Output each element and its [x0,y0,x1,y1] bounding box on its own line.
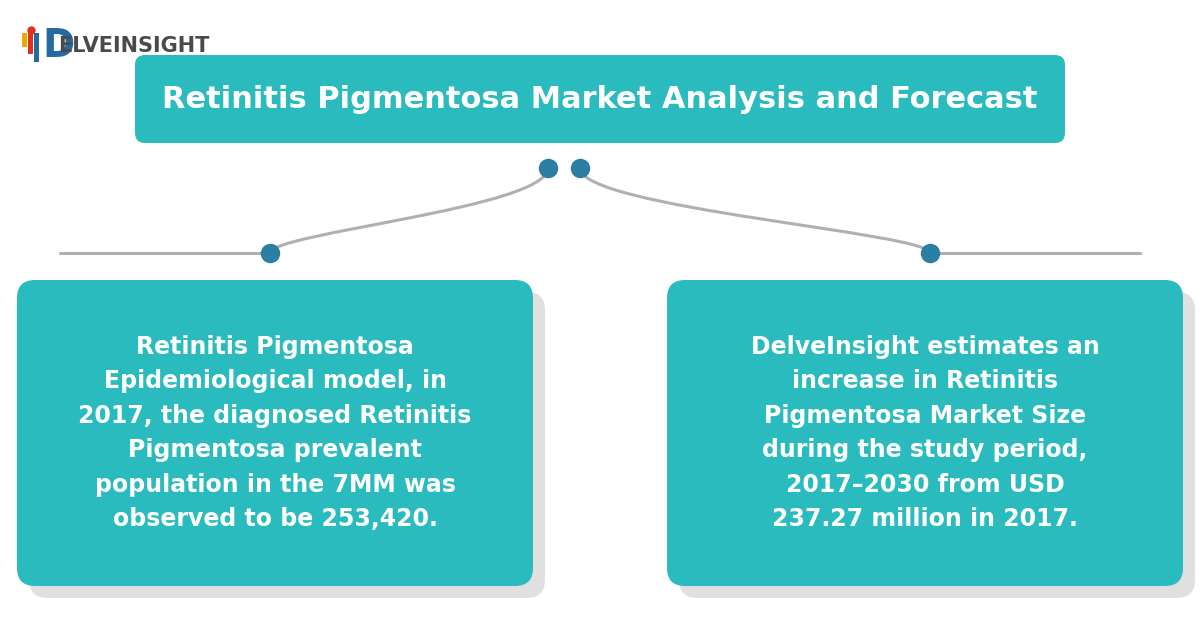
Bar [34,33,38,62]
Bar [22,33,26,46]
FancyBboxPatch shape [29,292,545,598]
FancyBboxPatch shape [679,292,1195,598]
Bar [28,33,32,54]
Text: D: D [42,27,74,65]
Text: Retinitis Pigmentosa Market Analysis and Forecast: Retinitis Pigmentosa Market Analysis and… [162,85,1038,114]
FancyBboxPatch shape [667,280,1183,586]
FancyBboxPatch shape [134,55,1066,143]
FancyBboxPatch shape [17,280,533,586]
Text: ELVEINSIGHT: ELVEINSIGHT [58,36,209,56]
Text: DelveInsight estimates an
increase in Retinitis
Pigmentosa Market Size
during th: DelveInsight estimates an increase in Re… [751,335,1099,531]
Text: Retinitis Pigmentosa
Epidemiological model, in
2017, the diagnosed Retinitis
Pig: Retinitis Pigmentosa Epidemiological mod… [78,335,472,531]
